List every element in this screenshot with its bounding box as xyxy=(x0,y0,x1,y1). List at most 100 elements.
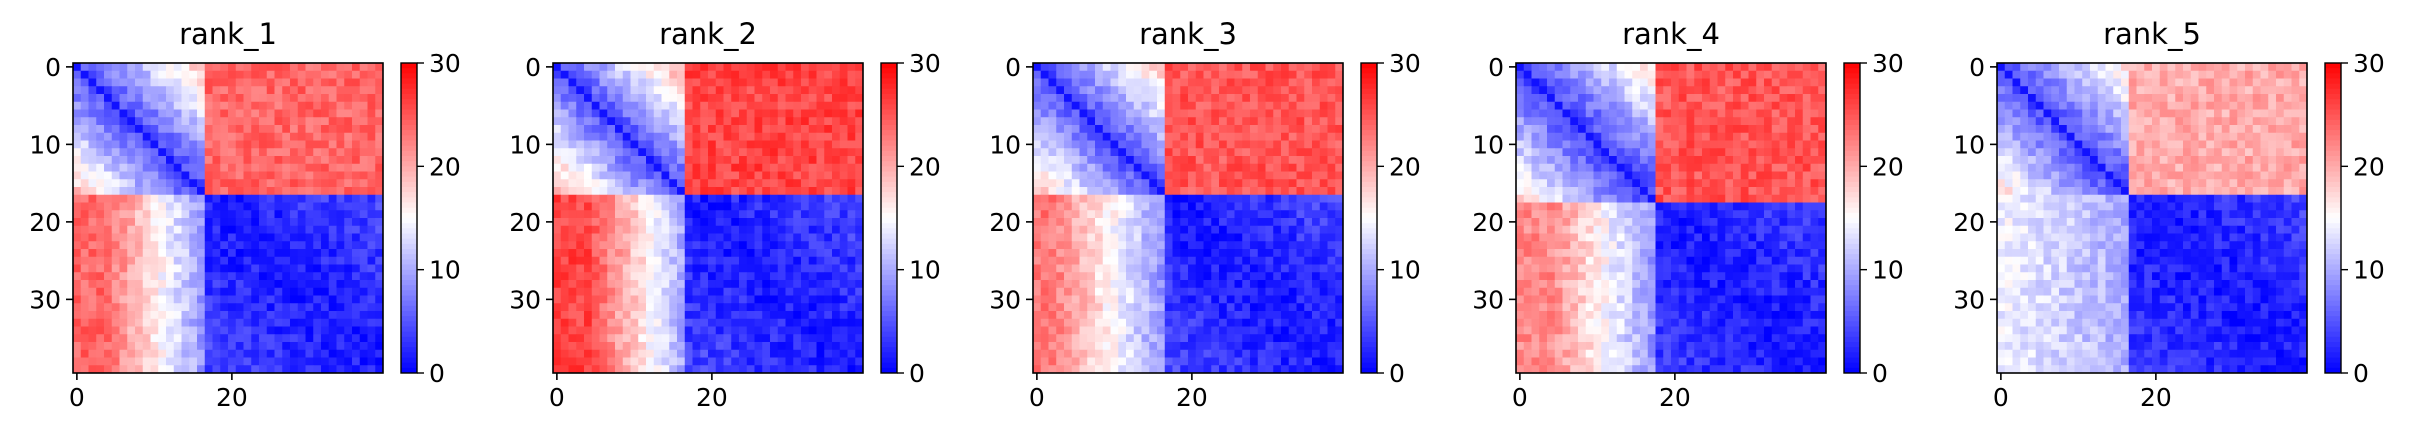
heatmap-cell xyxy=(607,210,616,219)
heatmap-cell xyxy=(1149,117,1158,126)
heatmap-cell xyxy=(96,156,105,165)
heatmap-cell xyxy=(591,156,600,165)
heatmap-cell xyxy=(1180,179,1189,188)
heatmap-cell xyxy=(576,194,585,203)
heatmap-cell xyxy=(336,233,345,242)
heatmap-cell xyxy=(1164,233,1173,242)
heatmap-cell xyxy=(1234,349,1243,358)
colorbar-tick-label: 10 xyxy=(429,256,461,285)
heatmap-cell xyxy=(142,78,151,87)
heatmap-cell xyxy=(266,241,275,250)
heatmap-cell xyxy=(1149,78,1158,87)
heatmap-cell xyxy=(1250,148,1259,157)
heatmap-cell xyxy=(305,156,314,165)
heatmap-cell xyxy=(80,94,89,103)
heatmap-cell xyxy=(111,233,120,242)
heatmap-cell xyxy=(576,109,585,118)
heatmap-cell xyxy=(328,117,337,126)
heatmap-cell xyxy=(1327,78,1336,87)
heatmap-cell xyxy=(731,311,740,320)
heatmap-cell xyxy=(808,264,817,273)
heatmap-cell xyxy=(808,70,817,79)
heatmap-cell xyxy=(1164,187,1173,196)
heatmap-cell xyxy=(770,342,779,351)
heatmap-cell xyxy=(1195,117,1204,126)
heatmap-cell xyxy=(266,156,275,165)
heatmap-cell xyxy=(259,365,268,374)
heatmap-cell xyxy=(839,109,848,118)
heatmap-cell xyxy=(321,365,330,374)
heatmap-cell xyxy=(1273,287,1282,296)
heatmap-cell xyxy=(669,70,678,79)
heatmap-cell xyxy=(1211,280,1220,289)
heatmap-cell xyxy=(96,303,105,312)
heatmap-cell xyxy=(708,86,717,95)
heatmap-cell xyxy=(568,202,577,211)
heatmap-cell xyxy=(243,365,252,374)
heatmap-cell xyxy=(692,148,701,157)
heatmap-cell xyxy=(313,287,322,296)
heatmap-cell xyxy=(808,63,817,72)
heatmap-cell xyxy=(1265,318,1274,327)
heatmap-cell xyxy=(135,241,144,250)
heatmap-cell xyxy=(336,187,345,196)
heatmap-cell xyxy=(553,280,562,289)
heatmap-cell xyxy=(111,194,120,203)
heatmap-cell xyxy=(321,311,330,320)
heatmap-cell xyxy=(290,225,299,234)
heatmap-cell xyxy=(839,187,848,196)
heatmap-cell xyxy=(290,210,299,219)
heatmap-cell xyxy=(615,94,624,103)
heatmap-cell xyxy=(1079,272,1088,281)
heatmap-cell xyxy=(328,318,337,327)
heatmap-cell xyxy=(1149,249,1158,258)
heatmap-cell xyxy=(762,349,771,358)
heatmap-cell xyxy=(313,194,322,203)
heatmap-cell xyxy=(560,342,569,351)
heatmap-cell xyxy=(1234,78,1243,87)
heatmap-cell xyxy=(622,357,631,366)
heatmap-cell xyxy=(328,140,337,149)
heatmap-cell xyxy=(243,78,252,87)
heatmap-cell xyxy=(762,117,771,126)
heatmap-cell xyxy=(591,225,600,234)
heatmap-cell xyxy=(359,225,368,234)
heatmap-cell xyxy=(344,295,353,304)
heatmap-cell xyxy=(739,187,748,196)
heatmap-cell xyxy=(1242,280,1251,289)
heatmap-cell xyxy=(622,94,631,103)
heatmap-cell xyxy=(816,357,825,366)
heatmap-cell xyxy=(1095,94,1104,103)
heatmap-cell xyxy=(88,342,97,351)
heatmap-cell xyxy=(1149,241,1158,250)
heatmap-cell xyxy=(1133,163,1142,172)
heatmap-cell xyxy=(1110,342,1119,351)
heatmap-cell xyxy=(1110,70,1119,79)
heatmap-cell xyxy=(715,334,724,343)
heatmap-cell xyxy=(1265,202,1274,211)
heatmap-cell xyxy=(111,264,120,273)
heatmap-cell xyxy=(553,311,562,320)
heatmap-cell xyxy=(212,117,221,126)
heatmap-cell xyxy=(1250,272,1259,281)
heatmap-cell xyxy=(785,117,794,126)
heatmap-cell xyxy=(104,101,113,110)
heatmap-cell xyxy=(1327,264,1336,273)
heatmap-cell xyxy=(321,349,330,358)
heatmap-cell xyxy=(1219,357,1228,366)
heatmap-cell xyxy=(1281,357,1290,366)
heatmap-cell xyxy=(754,233,763,242)
heatmap-cell xyxy=(1141,233,1150,242)
heatmap-cell xyxy=(228,264,237,273)
heatmap-cell xyxy=(1195,63,1204,72)
heatmap-cell xyxy=(80,78,89,87)
heatmap-cell xyxy=(692,326,701,335)
heatmap-cell xyxy=(1335,334,1344,343)
heatmap-cell xyxy=(1296,194,1305,203)
heatmap-cell xyxy=(282,295,291,304)
heatmap-cell xyxy=(638,148,647,157)
heatmap-cell xyxy=(88,349,97,358)
heatmap-cell xyxy=(274,349,283,358)
heatmap-cell xyxy=(1180,63,1189,72)
